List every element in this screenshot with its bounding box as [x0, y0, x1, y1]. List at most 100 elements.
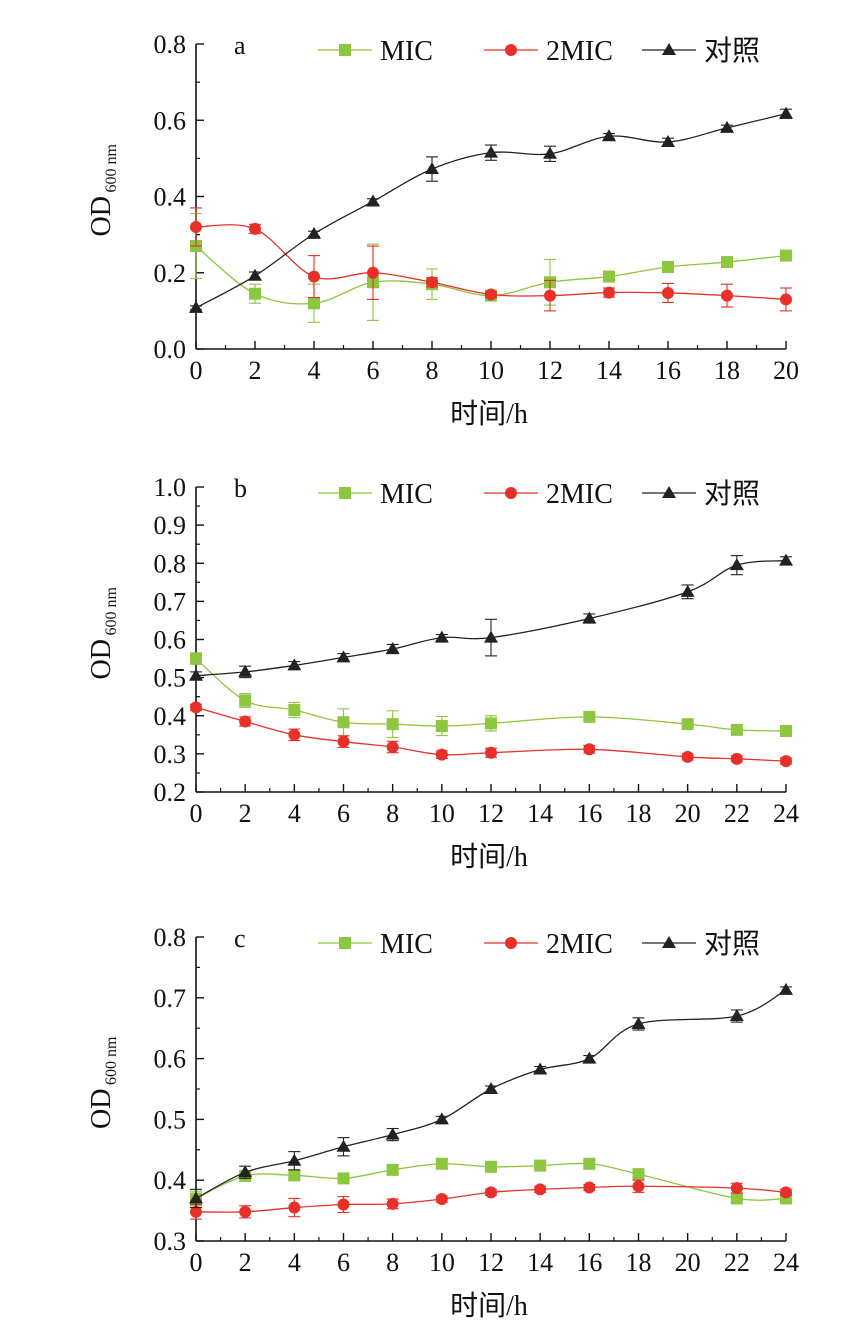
data-point [780, 293, 792, 306]
data-point [190, 701, 202, 714]
legend-marker [339, 937, 351, 949]
y-tick-label: 0.0 [154, 335, 187, 364]
data-point [485, 746, 497, 759]
data-point [779, 106, 793, 119]
data-point [534, 1183, 547, 1196]
data-point [386, 718, 399, 731]
series-1 [190, 1179, 792, 1220]
data-point [190, 652, 202, 665]
y-axis-title-main: OD [86, 196, 117, 236]
data-point [730, 723, 743, 736]
data-point [730, 1192, 743, 1205]
data-point [385, 642, 400, 655]
data-point [336, 1139, 351, 1152]
data-point [544, 289, 556, 302]
x-tick-label: 16 [576, 799, 602, 828]
data-point [288, 1201, 301, 1214]
data-point [239, 1205, 252, 1218]
data-point [435, 720, 448, 733]
x-tick-label: 0 [190, 799, 203, 828]
x-tick-label: 4 [308, 356, 321, 385]
x-tick-label: 8 [386, 1248, 399, 1277]
data-point [485, 1160, 497, 1173]
data-point [239, 694, 252, 707]
data-point [780, 249, 792, 262]
data-point [337, 1198, 350, 1211]
data-point [721, 289, 733, 302]
data-point [485, 717, 497, 730]
data-point [238, 664, 253, 677]
series-0 [190, 1157, 792, 1207]
series-0 [190, 213, 792, 323]
data-point [308, 297, 320, 310]
x-tick-label: 6 [337, 1248, 350, 1277]
y-tick-label: 0.8 [154, 923, 187, 952]
legend-marker [505, 937, 517, 949]
data-point [730, 1182, 743, 1195]
x-tick-label: 6 [337, 799, 350, 828]
data-point [632, 1168, 645, 1181]
x-tick-label: 10 [478, 356, 504, 385]
x-tick-label: 8 [426, 356, 439, 385]
y-tick-label: 0.4 [154, 702, 187, 731]
data-point [780, 1186, 792, 1199]
legend-label: MIC [380, 36, 433, 67]
data-point [779, 553, 793, 566]
data-point [434, 1112, 449, 1125]
data-point [680, 584, 695, 597]
y-tick-label: 0.8 [154, 30, 187, 59]
x-tick-label: 18 [714, 356, 740, 385]
y-tick-label: 0.9 [154, 511, 187, 540]
legend-entry-2: 对照 [642, 928, 760, 960]
data-point [239, 715, 252, 728]
data-point [632, 1180, 645, 1193]
series-line [195, 559, 787, 677]
data-point [730, 752, 743, 765]
data-point [484, 145, 498, 158]
data-point [288, 1169, 301, 1182]
x-tick-label: 22 [724, 799, 750, 828]
y-tick-label: 0.7 [154, 984, 187, 1013]
panel-letter: b [234, 474, 247, 503]
y-tick-label: 0.5 [154, 1105, 187, 1134]
data-point [385, 1127, 400, 1140]
legend-label: 2MIC [546, 929, 613, 960]
legend-label: 对照 [704, 928, 760, 960]
series-0 [190, 652, 792, 739]
data-point [434, 630, 449, 643]
series-2 [189, 553, 793, 681]
legend-marker [505, 487, 517, 499]
y-axis-title-main: OD [86, 639, 117, 679]
data-point [337, 735, 350, 748]
y-tick-label: 0.6 [154, 106, 187, 135]
y-axis-title: OD 600 nm [86, 1036, 120, 1129]
x-tick-label: 12 [478, 799, 504, 828]
x-tick-label: 14 [527, 799, 553, 828]
data-point [780, 725, 792, 737]
data-point [485, 288, 497, 301]
x-tick-label: 4 [288, 1248, 301, 1277]
data-point [366, 194, 380, 207]
chart-panel-c: 0 2 4 6 8 10 12 14 16 18 20 22 240.30.40.50.60.70.8 c… [86, 923, 799, 1322]
data-point [603, 270, 615, 283]
panel-letter: a [234, 31, 246, 60]
x-tick-label: 0 [190, 1248, 203, 1277]
series-2 [189, 982, 793, 1209]
legend-entry-1: 2MIC [484, 929, 613, 960]
legend-label: 对照 [704, 35, 760, 67]
data-point [248, 268, 262, 281]
x-tick-label: 4 [288, 799, 301, 828]
y-tick-label: 0.2 [154, 259, 187, 288]
series-line [195, 224, 787, 301]
data-point [662, 286, 674, 299]
data-point [425, 162, 439, 175]
x-tick-label: 20 [675, 799, 701, 828]
data-point [249, 222, 261, 235]
x-tick-label: 0 [190, 356, 203, 385]
data-point [287, 658, 302, 671]
x-tick-label: 24 [773, 1248, 799, 1277]
data-point [533, 1062, 548, 1075]
x-tick-label: 22 [724, 1248, 750, 1277]
x-tick-label: 8 [386, 799, 399, 828]
x-axis-title: 时间/h [450, 841, 528, 873]
